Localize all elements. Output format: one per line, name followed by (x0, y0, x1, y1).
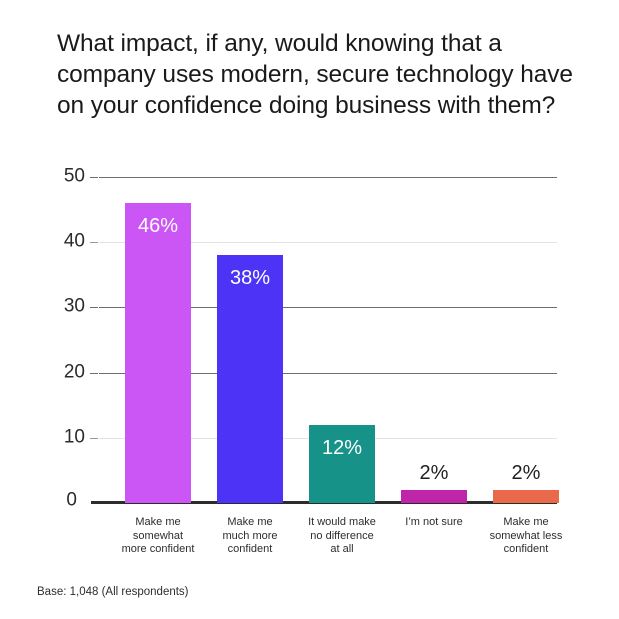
page-title: What impact, if any, would knowing that … (57, 30, 573, 119)
base-note: Base: 1,048 (All respondents) (37, 586, 189, 598)
gridline-40: 40 (64, 231, 557, 252)
bar-group: 2% I’m not sure (388, 177, 480, 528)
y-axis-tick-label: 10 (63, 426, 85, 448)
bar-group: 12% It would make no difference at all (296, 177, 388, 555)
bar-value-label: 2% (419, 461, 449, 484)
bar[interactable]: 2% (401, 462, 467, 503)
bar-group: 2% Make me somewhat less confident (480, 177, 572, 555)
bar-group: 46% Make me somewhat more confident (112, 177, 204, 555)
bar[interactable]: 12% (309, 424, 375, 503)
x-axis-category-label: Make me somewhat less confident (489, 516, 563, 555)
bar[interactable]: 38% (217, 255, 283, 503)
gridline-50: 50 (64, 166, 557, 187)
bar-value-label: 38% (229, 267, 271, 290)
y-axis-tick-mark (90, 307, 98, 309)
plot-area: 0 10 20 30 40 50 46% Make me somewhat more confi… (64, 166, 563, 555)
y-axis-tick-mark (90, 242, 98, 244)
x-axis-category-label: It would make no difference at all (308, 516, 376, 555)
bar[interactable]: 46% (125, 203, 191, 503)
y-axis-tick-label: 40 (63, 230, 85, 252)
bar-value-label: 12% (321, 436, 363, 459)
y-axis-tick-mark (90, 437, 98, 439)
y-axis-tick-label: 30 (63, 295, 85, 317)
y-axis-tick-mark (90, 177, 98, 178)
bar-value-label: 2% (511, 461, 541, 484)
gridline-30: 30 (64, 296, 557, 317)
bar[interactable]: 2% (493, 462, 559, 503)
x-axis-category-label: Make me somewhat more confident (121, 516, 195, 555)
x-axis-category-label: Make me much more confident (222, 516, 278, 555)
bar-value-label: 46% (137, 215, 179, 238)
bar-group: 38% Make me much more confident (204, 177, 296, 555)
y-axis-tick-label: 0 (66, 489, 77, 511)
x-axis-category-label: I’m not sure (405, 516, 463, 528)
gridline-20: 20 (64, 361, 557, 382)
y-axis-tick-mark (90, 372, 98, 374)
y-axis-tick-label: 50 (63, 165, 85, 187)
y-axis-tick-label: 20 (63, 361, 85, 383)
